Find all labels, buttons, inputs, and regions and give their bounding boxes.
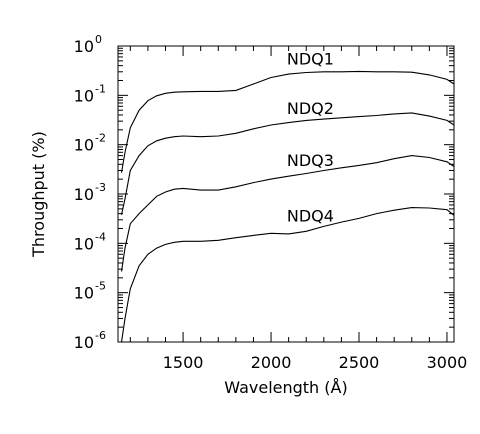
y-tick-label-base: 10 [74,136,94,155]
y-tick-label-exponent: -3 [95,181,106,194]
series-line-ndq1 [120,70,455,173]
x-tick-label: 3000 [427,353,468,372]
y-axis-label: Throughput (%) [29,131,48,258]
series-label-ndq4: NDQ4 [287,206,334,225]
y-tick-label-exponent: -5 [95,280,106,293]
series-group: NDQ1 NDQ2 NDQ3 NDQ4 [120,50,455,343]
x-tick-label: 2500 [339,353,380,372]
x-tick-label: 1500 [163,353,204,372]
plot-frame [117,45,455,343]
y-tick-label-base: 10 [74,185,94,204]
y-tick-label-exponent: -2 [95,132,106,145]
x-tick-label: 2000 [251,353,292,372]
y-tick-label-exponent: -1 [95,82,106,95]
y-tick-label-exponent: -4 [95,230,106,243]
series-line-ndq2 [120,112,455,215]
y-tick-label-base: 10 [74,37,94,56]
series-line-ndq4 [120,207,455,343]
y-tick-label-base: 10 [74,284,94,303]
x-axis-label: Wavelength (Å) [224,378,347,397]
y-tick-label-exponent: -6 [95,329,106,342]
series-label-ndq3: NDQ3 [287,151,334,170]
series-line-ndq3 [120,155,455,272]
y-tick-label-exponent: 0 [95,33,102,46]
y-tick-label-base: 10 [74,86,94,105]
y-tick-label-base: 10 [74,333,94,352]
series-label-ndq1: NDQ1 [287,50,334,69]
series-label-ndq2: NDQ2 [287,99,334,118]
x-axis: 1500 2000 2500 3000 [129,46,468,372]
y-tick-label-base: 10 [74,234,94,253]
